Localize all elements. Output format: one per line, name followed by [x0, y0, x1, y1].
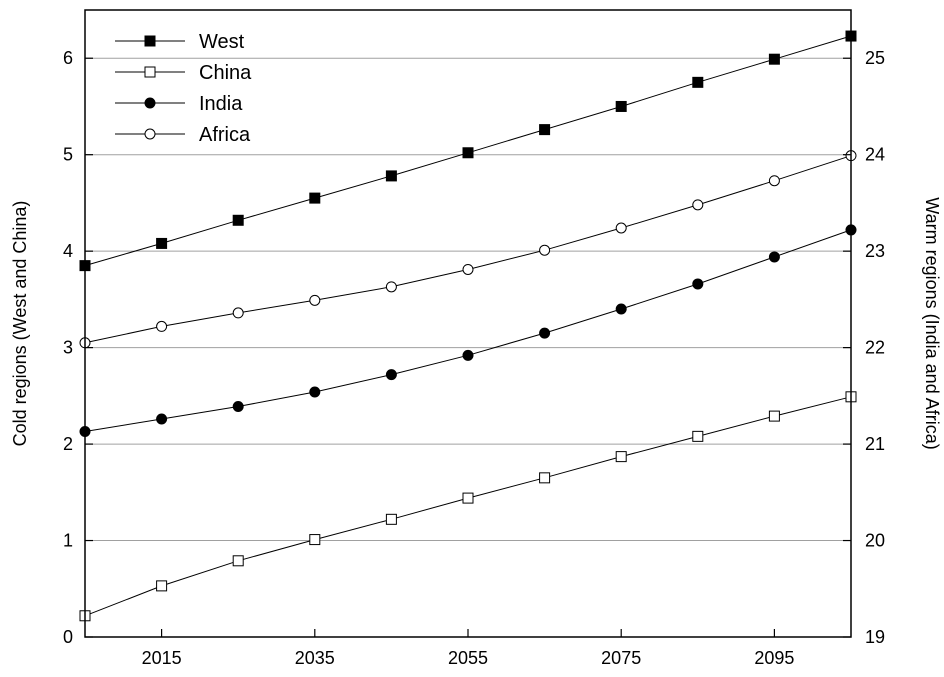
point-china-2045 [385, 513, 397, 525]
legend-marker-west [144, 35, 156, 47]
y-left-tick-label-3: 3 [63, 338, 73, 358]
point-india-2015 [156, 413, 168, 425]
x-tick-label-2075: 2075 [601, 648, 641, 668]
point-india-2075 [615, 303, 627, 315]
y-axis-left-title: Cold regions (West and China) [10, 201, 30, 447]
point-india-2095 [768, 251, 780, 263]
series-lines [84, 35, 852, 617]
point-west-2095 [768, 53, 780, 65]
point-africa-2085 [692, 199, 704, 211]
point-india-2035 [309, 386, 321, 398]
legend-label-west: West [199, 31, 245, 53]
x-tick-label-2015: 2015 [142, 648, 182, 668]
legend-label-china: China [199, 62, 252, 84]
y-left-tick-label-4: 4 [63, 241, 73, 261]
legend-label-africa: Africa [199, 124, 251, 146]
x-tick-label-2035: 2035 [295, 648, 335, 668]
series-line-india [84, 229, 852, 432]
axis-ticks [85, 57, 851, 638]
point-west-2025 [232, 214, 244, 226]
point-africa-2065 [539, 244, 551, 256]
point-west-2075 [615, 100, 627, 112]
point-west-2055 [462, 147, 474, 159]
y-left-tick-label-5: 5 [63, 145, 73, 165]
point-india-2025 [232, 400, 244, 412]
point-china-2085 [692, 430, 704, 442]
point-china-2065 [539, 472, 551, 484]
legend-marker-africa [144, 128, 156, 140]
legend-marker-china [144, 66, 156, 78]
series-line-china [84, 396, 852, 617]
point-china-2035 [309, 534, 321, 546]
point-west-2065 [539, 124, 551, 136]
point-africa-2075 [615, 222, 627, 234]
legend-label-india: India [199, 93, 243, 115]
point-india-2055 [462, 349, 474, 361]
y-left-tick-label-0: 0 [63, 627, 73, 647]
point-west-2045 [385, 170, 397, 182]
point-west-2035 [309, 192, 321, 204]
legend: West China India Africa [115, 31, 252, 146]
point-china-2075 [615, 451, 627, 463]
y-left-tick-label-2: 2 [63, 434, 73, 454]
point-africa-2025 [232, 307, 244, 319]
series-markers [79, 30, 857, 622]
point-africa-2055 [462, 263, 474, 275]
y-axis-right-title: Warm regions (India and Africa) [922, 197, 942, 449]
y-right-tick-label-20: 20 [865, 531, 885, 551]
point-china-2055 [462, 492, 474, 504]
y-right-tick-label-23: 23 [865, 241, 885, 261]
y-right-tick-label-24: 24 [865, 145, 885, 165]
x-tick-label-2055: 2055 [448, 648, 488, 668]
y-right-tick-label-21: 21 [865, 434, 885, 454]
series-line-africa [84, 155, 852, 344]
point-india-2065 [539, 327, 551, 339]
point-china-2015 [156, 580, 168, 592]
y-right-tick-label-25: 25 [865, 48, 885, 68]
point-west-2015 [156, 237, 168, 249]
point-africa-2035 [309, 294, 321, 306]
y-right-tick-label-22: 22 [865, 338, 885, 358]
point-west-2085 [692, 76, 704, 88]
y-right-tick-label-19: 19 [865, 627, 885, 647]
y-left-tick-label-1: 1 [63, 531, 73, 551]
point-china-2095 [768, 410, 780, 422]
point-africa-2015 [156, 320, 168, 332]
point-china-2025 [232, 555, 244, 567]
point-africa-2045 [385, 281, 397, 293]
point-africa-2095 [768, 175, 780, 187]
point-india-2085 [692, 278, 704, 290]
x-tick-label-2095: 2095 [754, 648, 794, 668]
legend-marker-india [144, 97, 156, 109]
point-india-2045 [385, 369, 397, 381]
y-left-tick-label-6: 6 [63, 48, 73, 68]
